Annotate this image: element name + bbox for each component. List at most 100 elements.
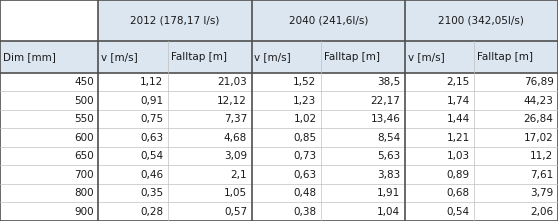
Bar [405, 41, 474, 73]
Text: 650: 650 [74, 151, 94, 161]
Bar [98, 110, 168, 128]
Text: v [m/s]: v [m/s] [101, 52, 138, 62]
Text: 0,91: 0,91 [140, 96, 163, 106]
Bar [98, 184, 168, 202]
Text: 3,83: 3,83 [377, 170, 400, 180]
Text: 600: 600 [74, 133, 94, 143]
Text: 0,48: 0,48 [294, 188, 316, 198]
Text: 0,63: 0,63 [140, 133, 163, 143]
Text: 38,5: 38,5 [377, 77, 400, 87]
Text: 1,03: 1,03 [446, 151, 470, 161]
Bar [168, 128, 252, 147]
Text: 0,57: 0,57 [224, 207, 247, 217]
Bar [252, 91, 321, 110]
Text: 4,68: 4,68 [224, 133, 247, 143]
Text: 76,89: 76,89 [523, 77, 554, 87]
Bar [321, 166, 405, 184]
Text: 0,35: 0,35 [140, 188, 163, 198]
Bar [98, 147, 168, 166]
Bar [0, 0, 98, 41]
Text: 0,68: 0,68 [446, 188, 470, 198]
Bar [168, 147, 252, 166]
Text: 1,04: 1,04 [377, 207, 400, 217]
Text: 7,61: 7,61 [530, 170, 554, 180]
Text: 0,89: 0,89 [446, 170, 470, 180]
Text: Falltap [m]: Falltap [m] [171, 52, 227, 62]
Text: 12,12: 12,12 [217, 96, 247, 106]
Text: 0,63: 0,63 [294, 170, 316, 180]
Bar [474, 184, 558, 202]
Bar [405, 0, 558, 41]
Text: 0,38: 0,38 [294, 207, 316, 217]
Bar [252, 128, 321, 147]
Text: 2040 (241,6l/s): 2040 (241,6l/s) [288, 15, 368, 25]
Text: 900: 900 [74, 207, 94, 217]
Text: 0,46: 0,46 [140, 170, 163, 180]
Text: 0,85: 0,85 [294, 133, 316, 143]
Text: Dim [mm]: Dim [mm] [3, 52, 56, 62]
Bar [168, 184, 252, 202]
Text: 7,37: 7,37 [224, 114, 247, 124]
Text: 0,73: 0,73 [294, 151, 316, 161]
Text: 2100 (342,05l/s): 2100 (342,05l/s) [439, 15, 525, 25]
Text: 2,15: 2,15 [446, 77, 470, 87]
Bar [321, 128, 405, 147]
Bar [0, 128, 98, 147]
Bar [252, 0, 405, 41]
Text: 22,17: 22,17 [371, 96, 400, 106]
Bar [252, 41, 321, 73]
Bar [98, 202, 168, 221]
Text: 2012 (178,17 l/s): 2012 (178,17 l/s) [131, 15, 220, 25]
Text: 17,02: 17,02 [524, 133, 554, 143]
Bar [98, 166, 168, 184]
Text: Falltap [m]: Falltap [m] [477, 52, 533, 62]
Text: 0,75: 0,75 [140, 114, 163, 124]
Bar [252, 73, 321, 91]
Bar [405, 202, 474, 221]
Text: 1,91: 1,91 [377, 188, 400, 198]
Text: 550: 550 [74, 114, 94, 124]
Bar [0, 110, 98, 128]
Text: 5,63: 5,63 [377, 151, 400, 161]
Bar [474, 110, 558, 128]
Text: 1,12: 1,12 [140, 77, 163, 87]
Bar [474, 73, 558, 91]
Bar [252, 184, 321, 202]
Text: 3,79: 3,79 [530, 188, 554, 198]
Text: 2,1: 2,1 [230, 170, 247, 180]
Text: 13,46: 13,46 [371, 114, 400, 124]
Bar [474, 41, 558, 73]
Bar [405, 73, 474, 91]
Bar [474, 91, 558, 110]
Bar [0, 202, 98, 221]
Bar [321, 73, 405, 91]
Text: 8,54: 8,54 [377, 133, 400, 143]
Text: 3,09: 3,09 [224, 151, 247, 161]
Text: 1,21: 1,21 [446, 133, 470, 143]
Text: 44,23: 44,23 [523, 96, 554, 106]
Bar [168, 110, 252, 128]
Bar [168, 41, 252, 73]
Bar [252, 202, 321, 221]
Bar [321, 91, 405, 110]
Bar [252, 110, 321, 128]
Text: 700: 700 [74, 170, 94, 180]
Bar [98, 91, 168, 110]
Bar [0, 147, 98, 166]
Bar [0, 73, 98, 91]
Bar [321, 110, 405, 128]
Text: 11,2: 11,2 [530, 151, 554, 161]
Text: Falltap [m]: Falltap [m] [324, 52, 380, 62]
Bar [168, 202, 252, 221]
Text: 0,28: 0,28 [140, 207, 163, 217]
Bar [405, 91, 474, 110]
Text: v [m/s]: v [m/s] [407, 52, 444, 62]
Bar [405, 128, 474, 147]
Bar [321, 147, 405, 166]
Bar [98, 73, 168, 91]
Text: 21,03: 21,03 [218, 77, 247, 87]
Text: v [m/s]: v [m/s] [254, 52, 291, 62]
Text: 1,52: 1,52 [293, 77, 316, 87]
Bar [168, 91, 252, 110]
Bar [252, 147, 321, 166]
